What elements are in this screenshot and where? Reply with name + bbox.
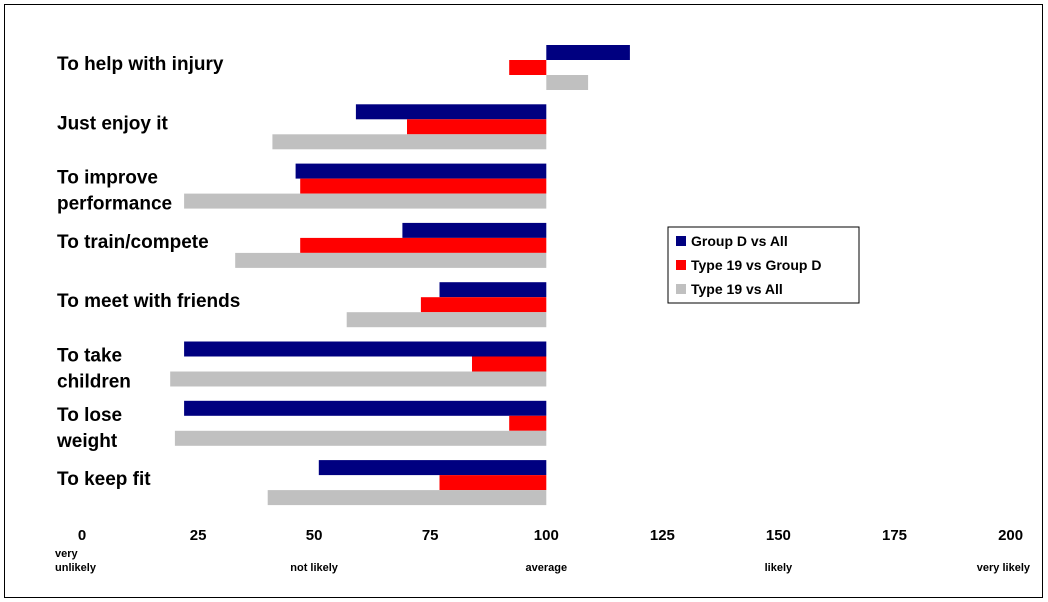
legend-swatch-3 [676, 284, 686, 294]
category-label: To train/compete [57, 232, 209, 253]
x-tick-label: 125 [650, 527, 675, 544]
bar-2-6 [472, 356, 547, 372]
bar-3-6 [170, 371, 547, 387]
bar-2-5 [420, 297, 547, 313]
x-descriptor-label: average [526, 562, 568, 574]
bar-3-4 [235, 252, 547, 268]
category-label: To help with injury [57, 54, 224, 75]
legend-swatch-2 [676, 260, 686, 270]
legend-swatch-1 [676, 236, 686, 246]
legend-label-3: Type 19 vs All [691, 281, 783, 297]
x-tick-label: 100 [534, 527, 559, 544]
x-descriptor-label: unlikely [55, 562, 97, 574]
x-descriptor-label: not likely [290, 562, 339, 574]
bar-2-8 [439, 475, 547, 491]
bar-3-1 [546, 75, 589, 90]
legend-box [667, 226, 860, 304]
x-tick-label: 25 [190, 527, 207, 544]
bar-1-1 [546, 45, 630, 60]
bar-1-4 [402, 222, 547, 238]
category-label: To improve [57, 168, 158, 189]
category-label: To meet with friends [57, 291, 240, 312]
legend-label-1: Group D vs All [691, 233, 788, 249]
category-label: performance [57, 194, 172, 215]
bar-1-8 [318, 460, 547, 476]
bar-3-7 [174, 430, 547, 446]
bar-2-7 [509, 415, 547, 431]
bar-2-1 [509, 60, 547, 75]
category-label: To lose [57, 405, 122, 426]
bar-2-3 [300, 178, 547, 194]
bar-2-2 [407, 119, 547, 135]
legend-label-2: Type 19 vs Group D [691, 257, 821, 273]
x-descriptor-label: very [55, 548, 79, 560]
category-label: Just enjoy it [57, 113, 169, 134]
bar-1-5 [439, 282, 547, 298]
x-tick-label: 75 [422, 527, 439, 544]
x-tick-label: 50 [306, 527, 323, 544]
category-label: To take [57, 346, 122, 367]
bar-3-5 [346, 312, 547, 328]
x-tick-label: 175 [882, 527, 907, 544]
bar-1-6 [184, 341, 547, 357]
x-tick-label: 150 [766, 527, 791, 544]
x-tick-label: 200 [998, 527, 1023, 544]
bar-3-8 [267, 490, 547, 506]
x-descriptor-label: very likely [977, 562, 1031, 574]
bar-2-4 [300, 237, 547, 253]
category-label: children [57, 372, 131, 393]
x-tick-label: 0 [78, 527, 86, 544]
category-label: To keep fit [57, 469, 151, 490]
bar-1-2 [355, 104, 547, 120]
x-descriptor-label: likely [765, 562, 793, 574]
bar-3-2 [272, 134, 547, 150]
bar-3-3 [184, 193, 547, 209]
category-label: weight [56, 431, 118, 452]
bar-1-7 [184, 400, 547, 416]
bar-1-3 [295, 163, 547, 179]
